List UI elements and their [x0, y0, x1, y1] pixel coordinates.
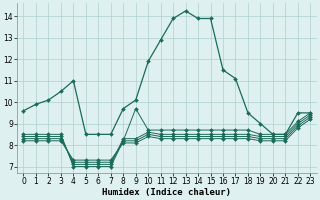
X-axis label: Humidex (Indice chaleur): Humidex (Indice chaleur) — [102, 188, 231, 197]
